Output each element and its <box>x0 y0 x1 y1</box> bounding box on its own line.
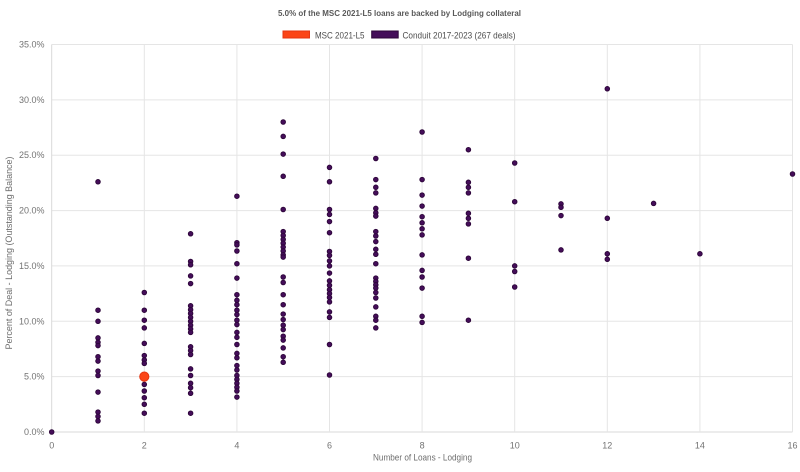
svg-text:5.0% of the MSC 2021-L5 loans: 5.0% of the MSC 2021-L5 loans are backed… <box>278 8 521 18</box>
svg-text:8: 8 <box>420 441 425 451</box>
svg-text:15.0%: 15.0% <box>19 261 45 271</box>
svg-text:Percent of Deal - Lodging (Out: Percent of Deal - Lodging (Outstanding B… <box>4 157 14 350</box>
svg-text:MSC 2021-L5: MSC 2021-L5 <box>315 31 365 41</box>
svg-text:10: 10 <box>510 441 520 451</box>
svg-text:2: 2 <box>142 441 147 451</box>
svg-text:16: 16 <box>787 441 797 451</box>
svg-text:0.0%: 0.0% <box>24 427 45 437</box>
svg-text:20.0%: 20.0% <box>19 206 45 216</box>
svg-text:25.0%: 25.0% <box>19 150 45 160</box>
svg-text:6: 6 <box>327 441 332 451</box>
svg-text:5.0%: 5.0% <box>24 372 45 382</box>
svg-text:30.0%: 30.0% <box>19 95 45 105</box>
svg-text:0: 0 <box>49 441 54 451</box>
svg-text:4: 4 <box>234 441 239 451</box>
svg-text:Conduit 2017-2023 (267 deals): Conduit 2017-2023 (267 deals) <box>403 31 516 41</box>
svg-text:12: 12 <box>602 441 612 451</box>
svg-text:35.0%: 35.0% <box>19 40 45 50</box>
svg-text:14: 14 <box>695 441 705 451</box>
svg-text:Number of Loans - Lodging: Number of Loans - Lodging <box>373 453 472 463</box>
svg-text:10.0%: 10.0% <box>19 316 45 326</box>
